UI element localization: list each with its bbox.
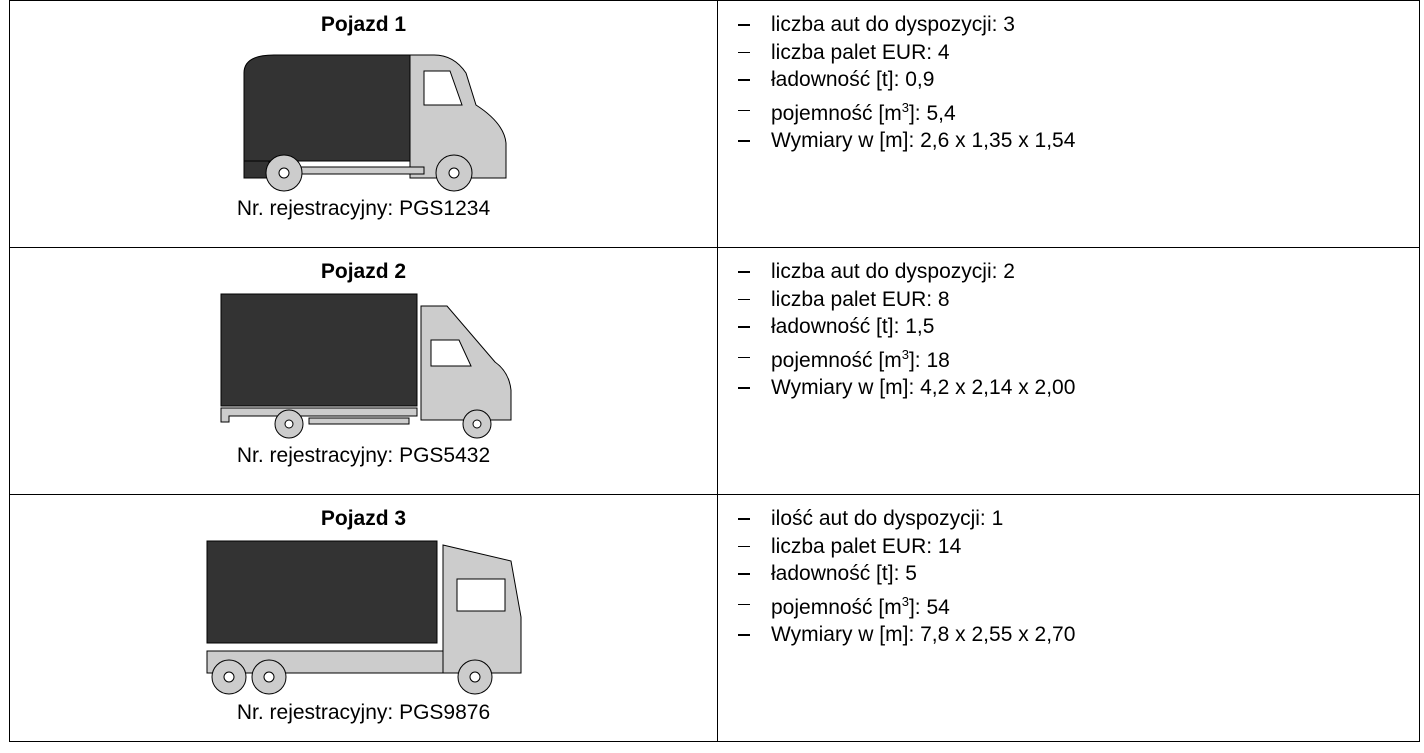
spec-item: Wymiary w [m]: 4,2 x 2,14 x 2,00 <box>738 374 1419 402</box>
dash <box>738 603 750 605</box>
vehicle-cell: Pojazd 2 Nr. rejestracyjny: PGS5432 <box>9 247 718 495</box>
superscript: 3 <box>901 346 909 362</box>
dash <box>738 79 750 81</box>
spec-list: ilość aut do dyspozycji: 1 liczba palet E… <box>718 505 1419 649</box>
spec-text: ilość aut do dyspozycji: 1 <box>771 507 1004 530</box>
spec-text: liczba palet EUR: 4 <box>771 40 950 64</box>
spec-text: liczba aut do dyspozycji: 3 <box>771 13 1015 36</box>
spec-item: liczba palet EUR: 14 <box>738 533 1419 561</box>
row: Pojazd 2 Nr. rejestracyjny: PGS5432 licz… <box>9 247 1420 495</box>
spec-text: ładowność [t]: 5 <box>771 562 917 585</box>
registration: Nr. rejestracyjny: PGS5432 <box>236 444 491 467</box>
vehicle-title: Pojazd 3 <box>320 507 407 530</box>
vehicle-cell: Pojazd 1 Nr. rejestracyjny: PGS1234 <box>9 0 718 248</box>
vehicle-table: Pojazd 1 Nr. rejestracyjny: PGS1234 licz… <box>9 0 1420 742</box>
spec-text: liczba aut do dyspozycji: 2 <box>771 260 1015 283</box>
dash <box>738 271 750 273</box>
spec-item: ilość aut do dyspozycji: 1 <box>738 505 1419 533</box>
dash <box>738 518 750 520</box>
dash <box>738 24 750 26</box>
spec-item: ładowność [t]: 1,5 <box>738 313 1419 341</box>
spec-text-part: ]: 5,4 <box>908 101 956 125</box>
spec-item: Wymiary w [m]: 2,6 x 1,35 x 1,54 <box>738 127 1419 155</box>
dash <box>738 51 750 53</box>
vehicle-title: Pojazd 1 <box>320 13 407 36</box>
van-icon <box>243 54 506 192</box>
spec-item: pojemność [m3]: 18 <box>738 341 1419 375</box>
spec-item: liczba aut do dyspozycji: 2 <box>738 258 1419 286</box>
row: Pojazd 3 Nr. rejestracyjny: PGS9876 iloś… <box>9 494 1420 742</box>
dash <box>738 387 750 389</box>
dash <box>738 573 750 575</box>
spec-item: liczba aut do dyspozycji: 3 <box>738 11 1419 39</box>
spec-item: pojemność [m3]: 5,4 <box>738 94 1419 128</box>
specs-cell: ilość aut do dyspozycji: 1 liczba palet E… <box>717 494 1420 742</box>
spec-text-part: pojemność [m <box>771 101 902 125</box>
spec-text: liczba palet EUR: 14 <box>771 534 962 558</box>
spec-text: Wymiary w [m]: 2,6 x 1,35 x 1,54 <box>771 129 1076 152</box>
spec-list: liczba aut do dyspozycji: 3 liczba palet … <box>718 11 1419 155</box>
spec-text: ładowność [t]: 1,5 <box>771 315 935 338</box>
spec-item: Wymiary w [m]: 7,8 x 2,55 x 2,70 <box>738 621 1419 649</box>
dash <box>738 356 750 358</box>
dash <box>738 140 750 142</box>
spec-item: liczba palet EUR: 8 <box>738 286 1419 314</box>
vehicle-title: Pojazd 2 <box>320 260 407 283</box>
spec-text: pojemność [m3]: 54 <box>771 588 950 622</box>
lorry-icon <box>206 540 521 695</box>
spec-text: pojemność [m3]: 18 <box>771 341 950 375</box>
dash <box>738 634 750 636</box>
spec-text: ładowność [t]: 0,9 <box>771 68 935 91</box>
spec-text-part: ]: 18 <box>908 348 950 372</box>
dash <box>738 298 750 300</box>
vehicle-cell: Pojazd 3 Nr. rejestracyjny: PGS9876 <box>9 494 718 742</box>
registration: Nr. rejestracyjny: PGS9876 <box>236 701 491 724</box>
spec-text: liczba palet EUR: 8 <box>771 287 950 311</box>
superscript: 3 <box>901 99 909 115</box>
dash <box>738 545 750 547</box>
spec-item: ładowność [t]: 5 <box>738 560 1419 588</box>
spec-item: liczba palet EUR: 4 <box>738 39 1419 67</box>
spec-text-part: pojemność [m <box>771 348 902 372</box>
spec-list: liczba aut do dyspozycji: 2 liczba palet … <box>718 258 1419 402</box>
specs-cell: liczba aut do dyspozycji: 2 liczba palet … <box>717 247 1420 495</box>
dash <box>738 326 750 328</box>
spec-item: pojemność [m3]: 54 <box>738 588 1419 622</box>
truck-icon <box>220 293 511 439</box>
superscript: 3 <box>901 593 909 609</box>
registration: Nr. rejestracyjny: PGS1234 <box>236 197 491 220</box>
spec-text-part: pojemność [m <box>771 595 902 619</box>
spec-text-part: ]: 54 <box>908 595 950 619</box>
spec-item: ładowność [t]: 0,9 <box>738 66 1419 94</box>
spec-text: Wymiary w [m]: 4,2 x 2,14 x 2,00 <box>771 376 1076 399</box>
spec-text: Wymiary w [m]: 7,8 x 2,55 x 2,70 <box>771 623 1076 646</box>
dash <box>738 109 750 111</box>
row: Pojazd 1 Nr. rejestracyjny: PGS1234 licz… <box>9 0 1420 248</box>
specs-cell: liczba aut do dyspozycji: 3 liczba palet … <box>717 0 1420 248</box>
spec-text: pojemność [m3]: 5,4 <box>771 94 956 128</box>
